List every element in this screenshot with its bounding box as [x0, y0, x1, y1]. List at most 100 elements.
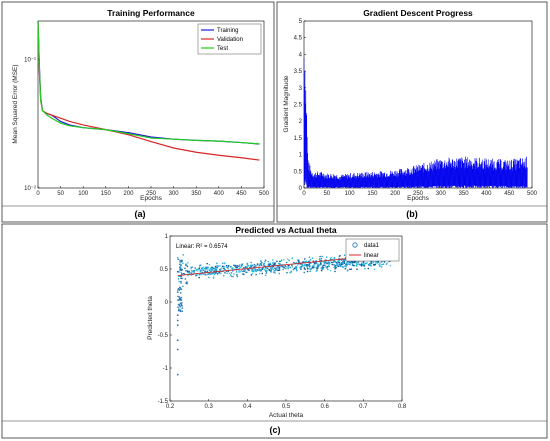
chart-c-annotation: Linear: R² = 0.6574: [176, 244, 228, 250]
c-point: [268, 263, 271, 265]
c-point: [386, 262, 389, 264]
c-point: [346, 269, 349, 271]
c-point: [336, 262, 339, 264]
c-point: [219, 272, 222, 275]
chart-b-xlabel: Epochs: [407, 195, 429, 202]
c-point: [177, 258, 179, 261]
c-point: [215, 267, 217, 270]
c-point: [360, 264, 363, 267]
c-point: [334, 264, 337, 267]
c-point: [215, 266, 217, 268]
c-point: [338, 261, 341, 264]
c-point: [383, 261, 386, 263]
c-point: [322, 266, 325, 269]
chart-b-ylabel: Gradient Magnitude: [283, 75, 290, 132]
c-point: [289, 271, 292, 274]
b-ytick-label: 3: [299, 86, 303, 92]
c-point: [320, 267, 322, 269]
c-point: [227, 270, 229, 273]
b-ytick-label: 0.5: [294, 169, 303, 175]
c-point: [300, 268, 302, 270]
c-point: [272, 259, 274, 261]
b-xtick-label: 150: [367, 191, 378, 197]
c-point: [288, 259, 290, 262]
c-point: [338, 255, 341, 257]
c-point: [216, 262, 218, 265]
c-point: [257, 265, 259, 267]
c-point: [178, 309, 180, 312]
chart-predicted-vs-actual: Predicted vs Actual theta Actual theta P…: [147, 225, 407, 419]
c-point: [266, 269, 268, 272]
c-point: [318, 263, 320, 265]
c-point: [208, 263, 211, 266]
c-point: [274, 272, 277, 274]
c-point: [279, 265, 281, 268]
c-point: [285, 266, 287, 268]
c-point: [259, 263, 262, 266]
c-point: [315, 270, 318, 273]
c-point: [209, 269, 212, 272]
c-point: [178, 271, 180, 273]
c-point: [356, 263, 358, 266]
caption-b: (b): [406, 209, 418, 219]
c-point: [381, 263, 383, 266]
c-outlier: [176, 314, 179, 317]
c-point: [191, 270, 194, 272]
chart-b-yticks: 0 0.5 1 1.5 2 2.5 3 3.5 4 4.5 5: [294, 19, 306, 192]
c-point: [278, 269, 281, 271]
c-point: [185, 269, 187, 272]
c-point: [240, 266, 243, 268]
chart-b-xticks: 0 50 100 150 200 250 300 350 400 450 500: [302, 186, 538, 197]
c-point: [181, 307, 184, 309]
c-point: [221, 262, 224, 265]
panel-b-frame: [276, 1, 548, 223]
c-point: [264, 274, 267, 277]
c-point: [371, 260, 374, 263]
c-point: [254, 268, 256, 271]
c-point: [361, 261, 363, 264]
c-point: [255, 270, 258, 273]
c-point: [273, 271, 275, 274]
c-point: [180, 275, 183, 278]
chart-b-title: Gradient Descent Progress: [363, 8, 473, 18]
c-point: [313, 262, 316, 265]
c-point: [223, 267, 225, 270]
c-point: [180, 273, 183, 275]
c-point: [199, 270, 202, 273]
c-point: [325, 261, 327, 263]
c-point: [226, 272, 228, 275]
c-point: [367, 263, 370, 266]
c-point: [306, 270, 309, 273]
c-point: [176, 289, 179, 291]
c-point: [326, 266, 329, 268]
c-point: [306, 265, 308, 268]
c-point: [216, 266, 219, 269]
c-ytick-label: -0.5: [158, 333, 169, 339]
c-point: [212, 272, 215, 274]
c-point: [327, 264, 330, 266]
c-point: [181, 302, 183, 304]
c-point: [305, 263, 308, 266]
b-xtick-label: 400: [481, 191, 492, 197]
c-point: [220, 267, 223, 269]
c-point: [357, 261, 359, 263]
c-point: [209, 273, 212, 275]
c-point: [295, 267, 298, 269]
c-point: [251, 264, 254, 267]
c-point: [282, 268, 284, 271]
c-point: [180, 299, 183, 301]
c-point: [204, 266, 206, 269]
c-point: [251, 270, 253, 273]
c-point: [312, 265, 315, 267]
c-point: [260, 262, 263, 264]
c-point: [273, 262, 276, 265]
c-point: [179, 302, 182, 304]
c-point: [180, 271, 182, 274]
c-xtick-label: 0.3: [204, 404, 213, 410]
c-point: [194, 267, 197, 269]
c-outlier: [176, 373, 179, 376]
c-point: [255, 265, 257, 267]
c-point: [328, 265, 330, 268]
c-xtick-label: 0.8: [398, 404, 407, 410]
c-point: [382, 263, 385, 265]
